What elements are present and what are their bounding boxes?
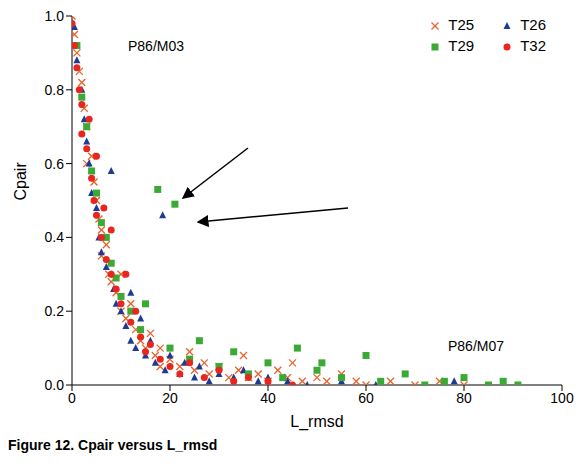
html-text:T25: T25 bbox=[448, 16, 475, 33]
svg-text:0: 0 bbox=[68, 390, 76, 406]
html-text:T26: T26 bbox=[520, 16, 546, 33]
html-text:T32: T32 bbox=[520, 37, 546, 54]
svg-text:L_rmsd: L_rmsd bbox=[290, 413, 343, 431]
svg-text:40: 40 bbox=[260, 390, 276, 406]
svg-text:0.4: 0.4 bbox=[45, 229, 65, 245]
svg-text:60: 60 bbox=[358, 390, 374, 406]
html-text:P86/M07: P86/M07 bbox=[448, 338, 504, 354]
html-text:P86/M03: P86/M03 bbox=[128, 38, 184, 54]
html-text:Figure 12. Cpair versus L_rmsd: Figure 12. Cpair versus L_rmsd bbox=[8, 437, 218, 453]
svg-text:1.0: 1.0 bbox=[45, 8, 65, 24]
svg-text:0.6: 0.6 bbox=[45, 156, 65, 172]
svg-text:0.8: 0.8 bbox=[45, 82, 65, 98]
svg-text:100: 100 bbox=[550, 390, 574, 406]
svg-text:20: 20 bbox=[162, 390, 178, 406]
html-text:T29: T29 bbox=[448, 37, 475, 54]
svg-text:0.2: 0.2 bbox=[45, 303, 65, 319]
svg-text:0.0: 0.0 bbox=[45, 377, 65, 393]
svg-text:Cpair: Cpair bbox=[12, 162, 29, 201]
svg-text:80: 80 bbox=[456, 390, 472, 406]
